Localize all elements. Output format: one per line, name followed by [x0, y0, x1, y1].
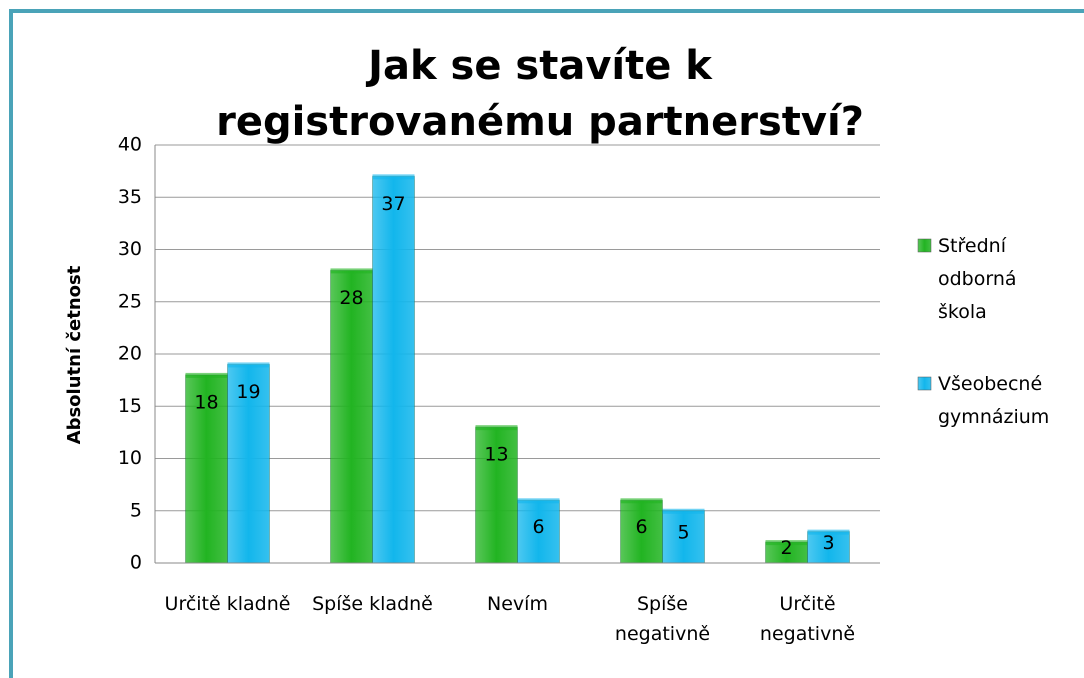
data-label: 2: [780, 537, 792, 559]
bar: [227, 363, 270, 564]
y-tick-label: 35: [118, 186, 142, 208]
y-tick-label: 0: [130, 552, 142, 574]
data-label: 19: [236, 381, 260, 403]
bar-top: [475, 425, 518, 431]
bar: [372, 175, 415, 564]
x-tick-label: Určitě negativně: [760, 593, 855, 645]
bar: [807, 531, 850, 564]
data-label: 3: [822, 532, 834, 554]
bar-top: [185, 372, 228, 378]
data-label: 13: [484, 444, 508, 466]
data-label: 6: [635, 516, 647, 538]
y-tick-label: 30: [118, 238, 142, 260]
data-label: 28: [339, 287, 363, 309]
legend-swatch: [917, 376, 932, 391]
y-tick-label: 25: [118, 290, 142, 312]
legend-label: Střední odborná škola: [938, 235, 1017, 323]
x-tick-label: Spíše negativně: [615, 593, 710, 645]
bar: [475, 426, 518, 564]
legend-label: Všeobecné gymnázium: [938, 373, 1049, 428]
bar: [620, 499, 663, 564]
y-tick-label: 5: [130, 499, 142, 521]
data-label: 18: [194, 391, 218, 413]
bar: [330, 269, 373, 564]
bar-top: [330, 268, 373, 274]
bar-top: [517, 498, 560, 504]
y-tick-label: 40: [118, 134, 142, 156]
bar-top: [807, 529, 850, 535]
y-tick-label: 15: [118, 395, 142, 417]
bar-top: [662, 508, 705, 514]
frame: [9, 9, 1084, 678]
bar-top: [227, 362, 270, 368]
bar-top: [620, 498, 663, 504]
x-tick-label: Určitě kladně: [165, 593, 291, 615]
data-label: 5: [677, 521, 689, 543]
legend-swatch: [917, 238, 932, 253]
data-label: 37: [381, 193, 405, 215]
x-tick-label: Nevím: [487, 593, 548, 615]
chart-title: Jak se stavíte k registrovanému partnerst…: [216, 43, 864, 145]
bar-top: [372, 174, 415, 180]
bar: [185, 374, 228, 564]
x-tick-label: Spíše kladně: [312, 593, 433, 615]
y-axis-label: Absolutní četnost: [64, 265, 85, 444]
data-label: 6: [532, 516, 544, 538]
bar: [517, 499, 560, 564]
y-tick-label: 10: [118, 447, 142, 469]
y-tick-label: 20: [118, 343, 142, 365]
bar-top: [765, 540, 808, 546]
